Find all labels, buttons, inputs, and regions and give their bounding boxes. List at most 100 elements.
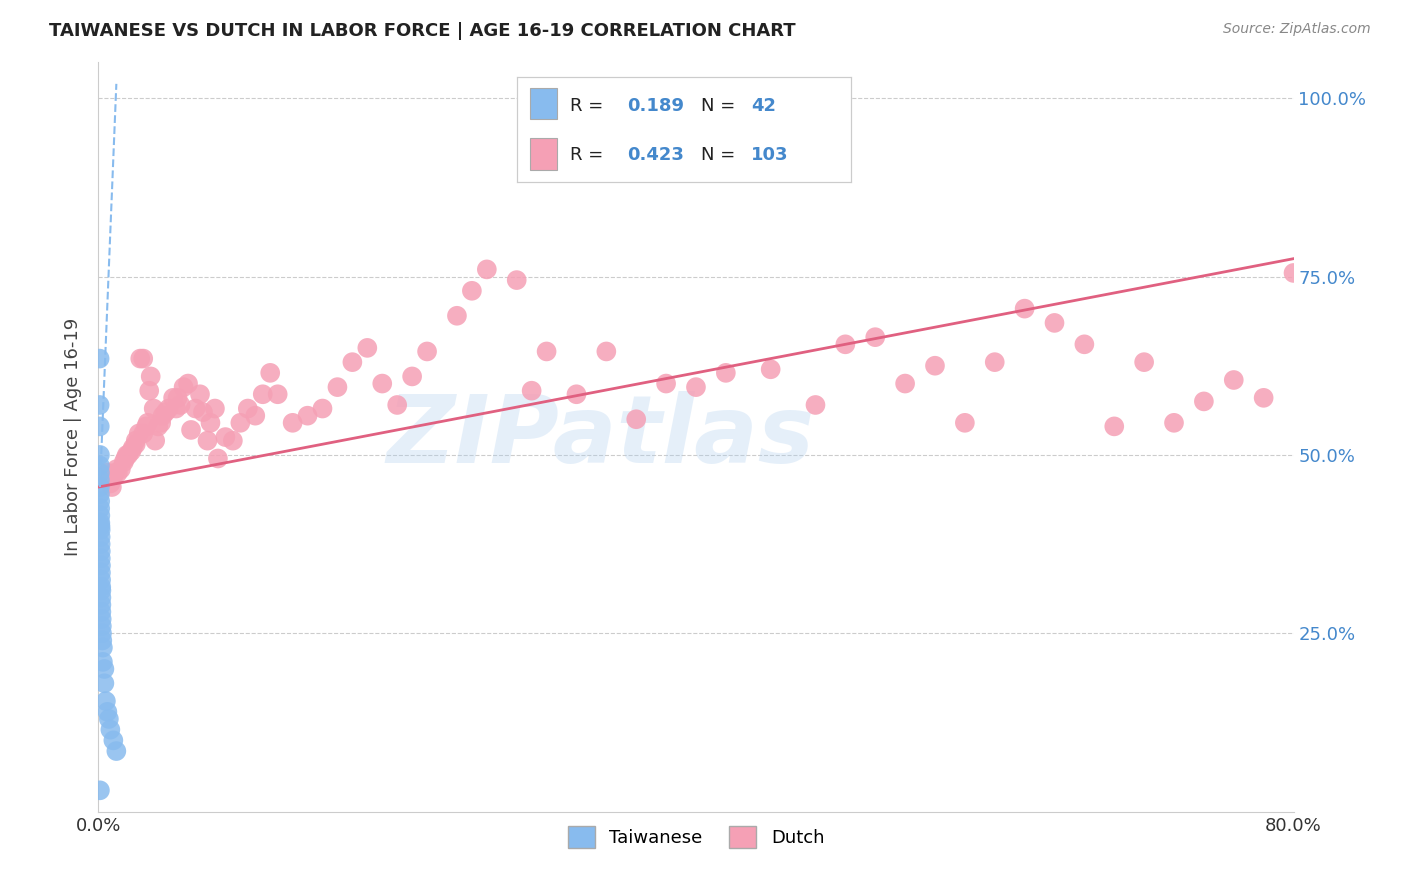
Point <box>475 262 498 277</box>
Point <box>311 401 333 416</box>
Point <box>91 640 114 655</box>
Point <box>114 451 136 466</box>
Point <box>1253 391 1275 405</box>
Point <box>90 544 112 558</box>
Text: Source: ZipAtlas.com: Source: ZipAtlas.com <box>1223 22 1371 37</box>
Point <box>91 655 114 669</box>
Point <box>385 398 409 412</box>
Point <box>110 462 132 476</box>
Point <box>91 626 114 640</box>
Point <box>139 369 162 384</box>
Point <box>104 466 127 480</box>
Point <box>120 444 142 458</box>
Point <box>259 366 281 380</box>
Point <box>105 744 128 758</box>
Point <box>117 448 139 462</box>
Point <box>89 516 111 530</box>
Point <box>142 401 165 416</box>
Point <box>1133 355 1156 369</box>
Point <box>90 580 112 594</box>
Point <box>1163 416 1185 430</box>
Point <box>89 487 111 501</box>
Point <box>121 441 143 455</box>
Point <box>98 476 122 491</box>
Point <box>1104 419 1126 434</box>
Point <box>90 530 112 544</box>
Point <box>132 351 155 366</box>
Point <box>148 419 170 434</box>
Point <box>97 469 120 483</box>
Point <box>128 426 150 441</box>
Point <box>245 409 267 423</box>
Point <box>96 466 118 480</box>
Y-axis label: In Labor Force | Age 16-19: In Labor Force | Age 16-19 <box>63 318 82 557</box>
Point <box>132 426 155 441</box>
Point <box>89 448 111 462</box>
Point <box>89 398 111 412</box>
Point <box>115 448 138 462</box>
Point <box>90 612 112 626</box>
Point <box>90 523 112 537</box>
Point <box>136 416 159 430</box>
Point <box>89 419 111 434</box>
Point <box>90 591 112 605</box>
Point <box>90 583 112 598</box>
Point <box>166 391 188 405</box>
Text: ZIPatlas: ZIPatlas <box>387 391 814 483</box>
Point <box>89 519 111 533</box>
Point <box>1343 187 1365 202</box>
Point <box>169 398 191 412</box>
Point <box>924 359 946 373</box>
Point <box>416 344 439 359</box>
Point <box>214 430 236 444</box>
Point <box>152 409 174 423</box>
Point <box>894 376 917 391</box>
Legend: Taiwanese, Dutch: Taiwanese, Dutch <box>561 819 831 855</box>
Point <box>865 330 887 344</box>
Point <box>90 558 112 573</box>
Point <box>155 405 177 419</box>
Point <box>356 341 378 355</box>
Point <box>89 466 111 480</box>
Point <box>101 480 124 494</box>
Point <box>112 455 135 469</box>
Point <box>94 694 117 708</box>
Point <box>252 387 274 401</box>
Point <box>173 380 195 394</box>
Point <box>97 712 120 726</box>
Point <box>685 380 707 394</box>
Point <box>90 598 112 612</box>
Point <box>200 416 222 430</box>
Point <box>162 391 184 405</box>
Point <box>135 419 157 434</box>
Point <box>222 434 245 448</box>
Point <box>184 401 207 416</box>
Point <box>138 384 160 398</box>
Point <box>89 458 111 473</box>
Point <box>93 676 115 690</box>
Point <box>150 416 173 430</box>
Point <box>834 337 856 351</box>
Point <box>125 437 148 451</box>
Point <box>180 423 202 437</box>
Point <box>714 366 737 380</box>
Point <box>759 362 782 376</box>
Point <box>91 469 114 483</box>
Point <box>1402 109 1406 123</box>
Point <box>157 401 180 416</box>
Point <box>98 723 122 737</box>
Point <box>103 469 125 483</box>
Point <box>89 473 111 487</box>
Point <box>94 469 117 483</box>
Point <box>342 355 364 369</box>
Point <box>91 633 114 648</box>
Point <box>103 733 125 747</box>
Point <box>655 376 678 391</box>
Point <box>536 344 558 359</box>
Point <box>626 412 648 426</box>
Point <box>125 434 148 448</box>
Point <box>267 387 290 401</box>
Point <box>89 351 111 366</box>
Point <box>804 398 827 412</box>
Point <box>1073 337 1095 351</box>
